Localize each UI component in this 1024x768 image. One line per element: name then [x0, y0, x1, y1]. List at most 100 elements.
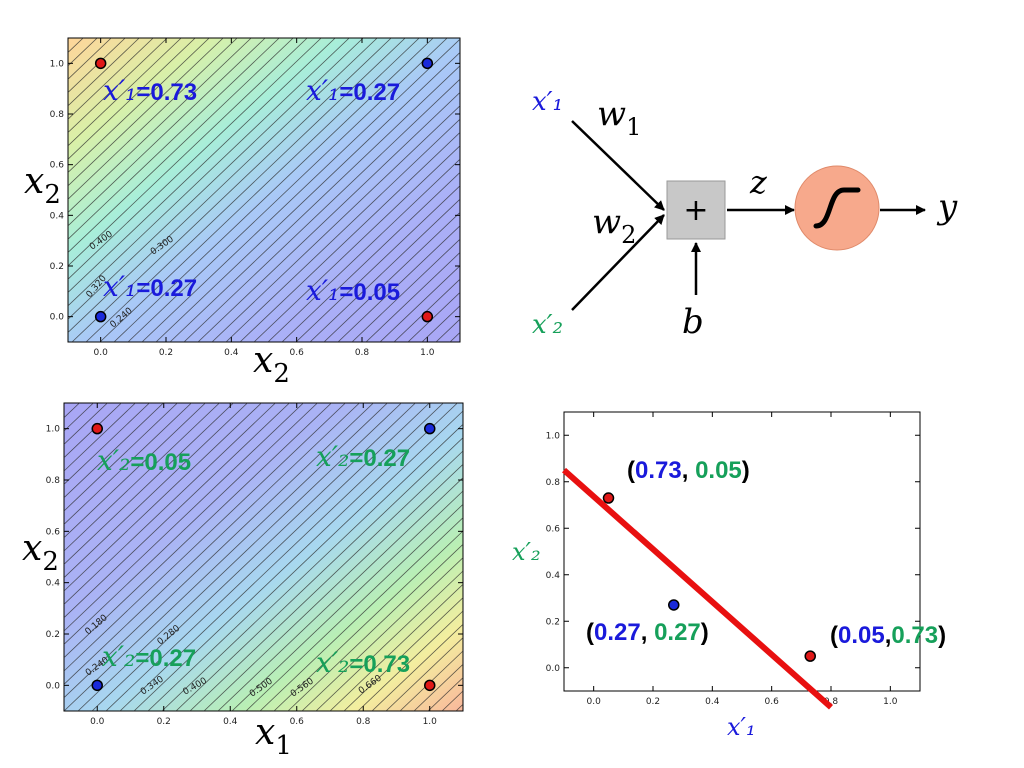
contour-line [273, 530, 463, 711]
contour-line [323, 211, 460, 342]
contour-line [71, 38, 392, 342]
contour-line [385, 637, 463, 711]
contour-line [68, 38, 322, 280]
contour-line [287, 543, 463, 711]
data-point [91, 422, 103, 435]
contour-line [217, 477, 463, 711]
output-label: y [936, 187, 958, 227]
point-label: (0.73, 0.05) [627, 457, 750, 484]
x-tick-label: 0.8 [356, 717, 371, 727]
contour-line [64, 403, 360, 685]
y-tick-label: 0.4 [546, 571, 561, 581]
z-label: z [749, 163, 768, 201]
y-tick-label: 0.4 [46, 579, 61, 589]
data-points [94, 57, 434, 323]
x-tick-label: 0.0 [587, 697, 602, 707]
contour-line [68, 38, 350, 307]
y-tick-label: 0.0 [46, 681, 61, 691]
y-tick-label: 0.8 [50, 110, 65, 120]
annotation-label: x′₁=0.27 [306, 74, 400, 107]
x-tick-label: 1.0 [883, 697, 898, 707]
x-tick-label: 0.0 [90, 717, 105, 727]
sum-node [666, 180, 726, 240]
y-tick-label: 0.8 [546, 478, 561, 488]
point-label: (0.27, 0.27) [586, 619, 709, 646]
data-point [424, 422, 436, 435]
input1-arrow [571, 120, 665, 211]
contour-line [64, 403, 150, 485]
contour-line [231, 490, 463, 711]
contour-line [315, 570, 463, 711]
contour-line [68, 38, 154, 120]
contour-line [155, 51, 460, 342]
x-tick-label: 0.2 [157, 717, 171, 727]
contour-line [64, 403, 332, 659]
contour-line [64, 403, 276, 605]
contour-line [506, 38, 825, 342]
contour-line [245, 503, 463, 711]
contour-line [133, 403, 458, 711]
y-tick-label: 1.0 [46, 425, 61, 435]
y-tick-label: 0.0 [546, 664, 561, 674]
contour-line [337, 225, 460, 342]
contour-line [281, 171, 460, 342]
bias-label: b [682, 302, 704, 342]
contour-line [141, 38, 460, 342]
x-tick-label: 1.0 [423, 717, 438, 727]
x-tick-label: 0.4 [224, 348, 239, 358]
annotation-label: x′₂=0.27 [316, 440, 410, 473]
annotation-label: x′₂=0.27 [102, 640, 196, 673]
data-points [91, 422, 436, 692]
contour-line [744, 38, 1024, 342]
y-tick-label: 0.6 [546, 524, 561, 534]
contour-line [64, 403, 248, 579]
annotation-label: x′₂=0.73 [316, 646, 410, 679]
contour-line [64, 403, 220, 552]
contour-line [113, 38, 434, 342]
contour-line [197, 91, 460, 342]
x-tick-label: 0.2 [646, 697, 660, 707]
data-point [804, 650, 816, 662]
data-point [668, 599, 680, 611]
contour-line [393, 278, 460, 342]
annotation-label: x′₂=0.05 [97, 444, 191, 477]
x-tick-label: 0.8 [355, 348, 370, 358]
contour-lines [64, 403, 463, 711]
contour-line [64, 403, 234, 565]
contour-line [64, 403, 374, 699]
annotation-label: x′₁=0.27 [103, 270, 197, 303]
contour-line [357, 610, 463, 711]
contour-line [371, 623, 463, 711]
scatter-plot: 0.0 0.2 0.4 0.6 0.8 1.0 0.0 0.2 0.4 0.6 0.8 1.0 (0.… [512, 411, 946, 741]
plus-icon: + [683, 193, 708, 228]
contour-line [68, 38, 182, 147]
contour-line [68, 38, 210, 174]
contour-line [64, 403, 304, 632]
y-tick-label: 1.0 [546, 431, 561, 441]
contour-line [301, 557, 463, 711]
contour-line [203, 463, 463, 711]
contour-line [127, 38, 448, 342]
contour-line [64, 403, 206, 539]
data-point [91, 679, 103, 692]
x-axis-label: x′₁ [727, 713, 756, 741]
point-labels: (0.73, 0.05) (0.27, 0.27) (0.05,0.73) [586, 457, 946, 649]
y-tick-label: 0.2 [46, 630, 60, 640]
contour-line [68, 38, 140, 107]
contour-line [68, 38, 294, 254]
contour-line [64, 403, 290, 619]
contour-line [183, 78, 460, 342]
contour-line [64, 403, 136, 472]
x-axis-label: x2 [253, 340, 290, 389]
weight2-label: w2 [592, 202, 636, 249]
data-points [602, 492, 816, 662]
contour-line [85, 38, 406, 342]
contour-line [68, 38, 280, 240]
contour-line [68, 38, 378, 334]
contour-line [64, 403, 318, 645]
annotation-label: x′₁=0.05 [306, 274, 400, 307]
contour-line [64, 403, 262, 592]
data-point [94, 57, 107, 70]
contour-line [99, 38, 420, 342]
